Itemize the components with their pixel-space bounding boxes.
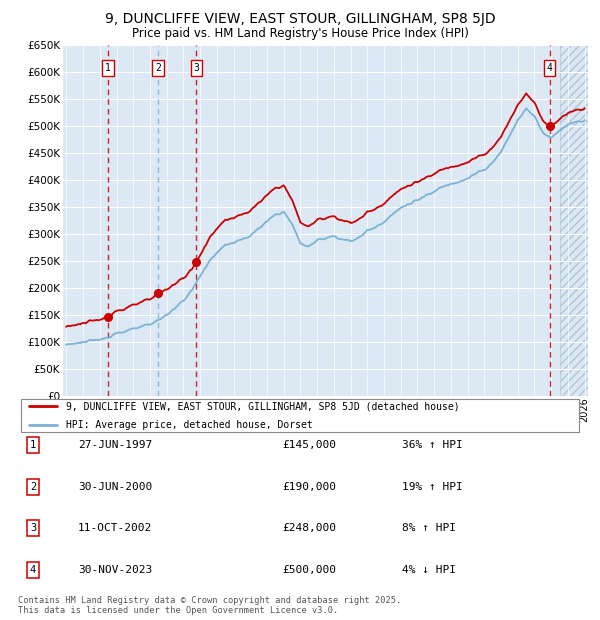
Text: 2: 2	[30, 482, 36, 492]
Text: 1: 1	[30, 440, 36, 450]
Text: 19% ↑ HPI: 19% ↑ HPI	[402, 482, 463, 492]
Bar	[560, 45, 590, 396]
Text: £248,000: £248,000	[282, 523, 336, 533]
Text: 4: 4	[30, 565, 36, 575]
Text: 2: 2	[155, 63, 161, 73]
Text: 9, DUNCLIFFE VIEW, EAST STOUR, GILLINGHAM, SP8 5JD (detached house): 9, DUNCLIFFE VIEW, EAST STOUR, GILLINGHA…	[66, 401, 460, 411]
Text: 11-OCT-2002: 11-OCT-2002	[78, 523, 152, 533]
Text: HPI: Average price, detached house, Dorset: HPI: Average price, detached house, Dors…	[66, 420, 313, 430]
Text: 3: 3	[30, 523, 36, 533]
Text: 4% ↓ HPI: 4% ↓ HPI	[402, 565, 456, 575]
Bar	[560, 45, 590, 396]
Text: 36% ↑ HPI: 36% ↑ HPI	[402, 440, 463, 450]
Text: Price paid vs. HM Land Registry's House Price Index (HPI): Price paid vs. HM Land Registry's House …	[131, 27, 469, 40]
Text: 3: 3	[193, 63, 199, 73]
Text: £190,000: £190,000	[282, 482, 336, 492]
Text: 4: 4	[547, 63, 553, 73]
Text: 30-JUN-2000: 30-JUN-2000	[78, 482, 152, 492]
Text: £145,000: £145,000	[282, 440, 336, 450]
Text: Contains HM Land Registry data © Crown copyright and database right 2025.
This d: Contains HM Land Registry data © Crown c…	[18, 596, 401, 615]
Text: 9, DUNCLIFFE VIEW, EAST STOUR, GILLINGHAM, SP8 5JD: 9, DUNCLIFFE VIEW, EAST STOUR, GILLINGHA…	[104, 12, 496, 27]
Text: 30-NOV-2023: 30-NOV-2023	[78, 565, 152, 575]
Text: 8% ↑ HPI: 8% ↑ HPI	[402, 523, 456, 533]
Text: £500,000: £500,000	[282, 565, 336, 575]
Text: 1: 1	[105, 63, 111, 73]
FancyBboxPatch shape	[21, 399, 579, 432]
Text: 27-JUN-1997: 27-JUN-1997	[78, 440, 152, 450]
